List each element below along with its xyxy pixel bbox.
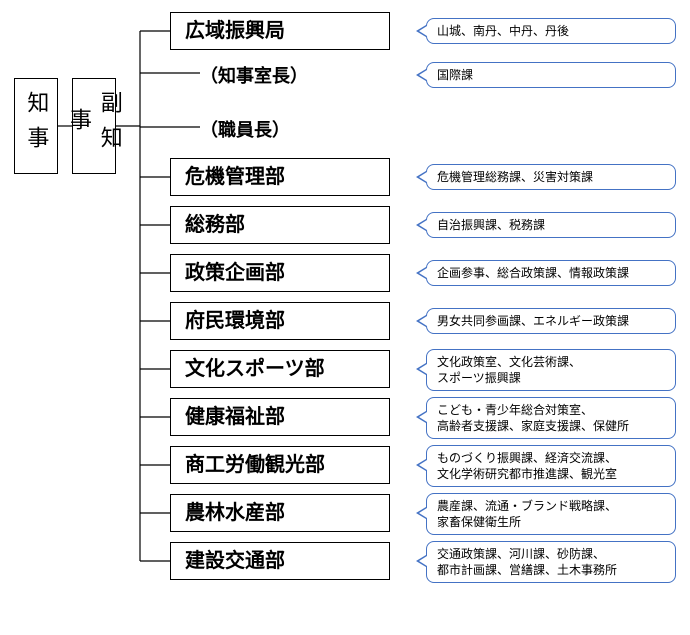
callout-commerce-lab: ものづくり振興課、経済交流課、 文化学術研究都市推進課、観光室 (426, 445, 676, 487)
callout-regional-dev: 山城、南丹、中丹、丹後 (426, 18, 676, 44)
dept-label: 危機管理部 (185, 163, 285, 191)
dept-construction: 建設交通部 (170, 542, 390, 580)
callout-text: 文化政策室、文化芸術課、 スポーツ振興課 (437, 354, 581, 386)
callout-general-aff: 自治振興課、税務課 (426, 212, 676, 238)
callout-tail-inner (419, 364, 427, 374)
callout-text: 山城、南丹、中丹、丹後 (437, 23, 569, 39)
callout-text: 企画参事、総合政策課、情報政策課 (437, 265, 629, 281)
callout-tail-inner (419, 316, 427, 326)
vice-governor-label: 副知事 (63, 79, 125, 173)
callout-tail-inner (419, 220, 427, 230)
dept-label: 広域振興局 (185, 17, 285, 45)
callout-text: こども・青少年総合対策室、 高齢者支援課、家庭支援課、保健所 (437, 402, 629, 434)
dept-label: 文化スポーツ部 (185, 355, 325, 383)
dept-crisis-mgmt: 危機管理部 (170, 158, 390, 196)
callout-text: ものづくり振興課、経済交流課、 文化学術研究都市推進課、観光室 (437, 450, 617, 482)
dept-label: 政策企画部 (185, 259, 285, 287)
callout-text: 危機管理総務課、災害対策課 (437, 169, 593, 185)
staff-chief-label: （職員長） (200, 116, 290, 142)
callout-tail-inner (419, 26, 427, 36)
callout-chief-of-staff: 国際課 (426, 62, 676, 88)
callout-tail-inner (419, 508, 427, 518)
callout-text: 男女共同参画課、エネルギー政策課 (437, 313, 629, 329)
dept-regional-dev: 広域振興局 (170, 12, 390, 50)
governor-label: 知事 (21, 91, 52, 161)
chief-of-staff-label: （知事室長） (200, 62, 308, 88)
dept-label: 府民環境部 (185, 307, 285, 335)
callout-tail-inner (419, 460, 427, 470)
callout-culture-sport: 文化政策室、文化芸術課、 スポーツ振興課 (426, 349, 676, 391)
dept-general-aff: 総務部 (170, 206, 390, 244)
callout-crisis-mgmt: 危機管理総務課、災害対策課 (426, 164, 676, 190)
dept-label: 農林水産部 (185, 499, 285, 527)
callout-text: 自治振興課、税務課 (437, 217, 545, 233)
dept-label: 建設交通部 (185, 547, 285, 575)
dept-agri-forest: 農林水産部 (170, 494, 390, 532)
vice-governor-node: 副知事 (72, 78, 116, 174)
dept-label: 健康福祉部 (185, 403, 285, 431)
callout-text: 交通政策課、河川課、砂防課、 都市計画課、営繕課、土木事務所 (437, 546, 617, 578)
callout-tail-inner (419, 412, 427, 422)
dept-health-welf: 健康福祉部 (170, 398, 390, 436)
callout-tail-inner (419, 172, 427, 182)
dept-label: 商工労働観光部 (185, 451, 325, 479)
callout-agri-forest: 農産課、流通・ブランド戦略課、 家畜保健衛生所 (426, 493, 676, 535)
callout-tail-inner (419, 70, 427, 80)
governor-node: 知事 (14, 78, 58, 174)
callout-health-welf: こども・青少年総合対策室、 高齢者支援課、家庭支援課、保健所 (426, 397, 676, 439)
dept-citizen-env: 府民環境部 (170, 302, 390, 340)
callout-text: 農産課、流通・ブランド戦略課、 家畜保健衛生所 (437, 498, 617, 530)
dept-culture-sport: 文化スポーツ部 (170, 350, 390, 388)
dept-commerce-lab: 商工労働観光部 (170, 446, 390, 484)
callout-tail-inner (419, 556, 427, 566)
callout-construction: 交通政策課、河川課、砂防課、 都市計画課、営繕課、土木事務所 (426, 541, 676, 583)
callout-tail-inner (419, 268, 427, 278)
callout-citizen-env: 男女共同参画課、エネルギー政策課 (426, 308, 676, 334)
callout-policy-plan: 企画参事、総合政策課、情報政策課 (426, 260, 676, 286)
dept-policy-plan: 政策企画部 (170, 254, 390, 292)
dept-label: 総務部 (185, 211, 245, 239)
